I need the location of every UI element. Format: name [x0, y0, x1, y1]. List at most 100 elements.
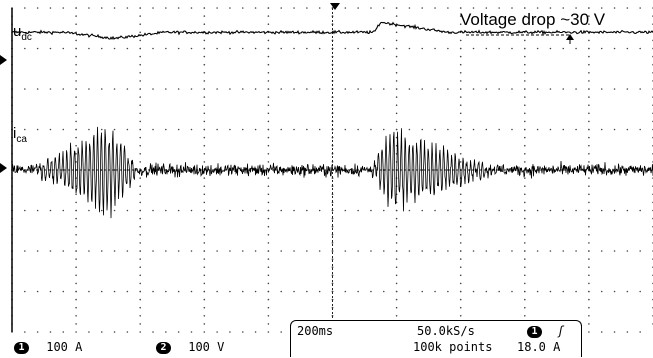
grid-dot [113, 47, 116, 50]
grid-dot [588, 185, 590, 187]
grid-dot [100, 290, 103, 293]
grid-dot [203, 177, 206, 179]
grid-dot [280, 7, 283, 9]
grid-dot [293, 250, 295, 252]
grid-dot [254, 128, 257, 131]
grid-dot [459, 39, 462, 42]
grid-dot [306, 128, 308, 131]
grid-dot [267, 298, 270, 301]
grid-dot [408, 7, 411, 9]
grid-dot [75, 201, 77, 204]
grid-dot [408, 88, 411, 90]
grid-dot [408, 128, 411, 131]
grid-dot [524, 80, 526, 82]
grid-dot [459, 258, 462, 260]
grid-dot [459, 225, 462, 228]
grid-dot [395, 96, 398, 98]
grid-dot [524, 144, 526, 147]
grid-dot [588, 201, 590, 204]
grid-dot [241, 47, 244, 50]
grid-dot [344, 47, 347, 50]
grid-dot [36, 209, 39, 212]
grid-dot [88, 209, 90, 212]
grid-dot [62, 88, 65, 90]
grid-dot [75, 72, 77, 74]
grid-dot [511, 47, 513, 50]
grid-dot [600, 7, 603, 9]
grid-dot [524, 72, 526, 74]
grid-dot [75, 298, 77, 301]
grid-dot [459, 55, 462, 58]
grid-dot [165, 47, 167, 50]
trigger-badge: 1 [527, 325, 542, 338]
grid-dot [152, 47, 154, 50]
grid-dot [524, 217, 526, 220]
grid-dot [36, 128, 39, 131]
grid-dot [549, 47, 552, 50]
grid-dot [203, 120, 206, 123]
grid-dot [626, 290, 629, 293]
grid-dot [267, 144, 270, 147]
grid-dot [447, 47, 449, 50]
grid-dot [152, 209, 154, 212]
acquisition-box: 200ms 50.0kS/s 100k points 1 ʃ 18.0 A [290, 320, 582, 357]
grid-dot [395, 31, 398, 34]
grid-dot [113, 209, 116, 212]
grid-dot [24, 128, 26, 131]
grid-dot [421, 88, 424, 90]
grid-dot [267, 242, 270, 244]
grid-dot [447, 7, 449, 9]
grid-dot [229, 7, 231, 9]
grid-dot [36, 47, 39, 50]
grid-dot [395, 258, 398, 260]
grid-dot [177, 88, 180, 90]
grid-dot [113, 290, 116, 293]
grid-dot [588, 161, 590, 163]
grid-dot [229, 47, 231, 50]
grid-dot [600, 331, 603, 333]
grid-dot [36, 331, 39, 333]
grid-dot [280, 331, 283, 333]
grid-dot [229, 290, 231, 293]
grid-dot [139, 7, 141, 9]
grid-dot [75, 120, 77, 123]
grid-dot [152, 128, 154, 131]
grid-dot [459, 153, 462, 155]
grid-dot [459, 274, 462, 277]
grid-dot [75, 225, 77, 228]
grid-dot [421, 128, 424, 131]
grid-dot [588, 209, 590, 212]
grid-dot [588, 217, 590, 220]
grid-dot [498, 290, 500, 293]
grid-dot [613, 250, 616, 252]
grid-dot [126, 7, 129, 9]
grid-dot [190, 209, 193, 212]
grid-dot [75, 161, 77, 163]
grid-dot [472, 128, 475, 131]
grid-dot [75, 266, 77, 269]
grid-dot [139, 306, 141, 309]
grid-dot [524, 209, 526, 212]
grid-dot [75, 104, 77, 106]
grid-dot [152, 7, 154, 9]
grid-dot [421, 7, 424, 9]
grid-dot [575, 209, 577, 212]
grid-dot [536, 7, 539, 9]
grid-dot [485, 128, 488, 131]
readout-bar: 1 100 A 2 100 V [0, 336, 653, 358]
grid-dot [524, 177, 526, 179]
grid-dot [357, 250, 359, 252]
grid-dot [203, 315, 206, 317]
grid-dot [421, 47, 424, 50]
grid-dot [588, 315, 590, 317]
grid-dot [203, 306, 206, 309]
grid-dot [524, 88, 526, 90]
grid-dot [600, 209, 603, 212]
grid-dot [267, 80, 270, 82]
grid-dot [306, 250, 308, 252]
grid-dot [459, 120, 462, 123]
grid-dot [600, 88, 603, 90]
grid-dot [511, 7, 513, 9]
grid-dot [267, 282, 270, 285]
